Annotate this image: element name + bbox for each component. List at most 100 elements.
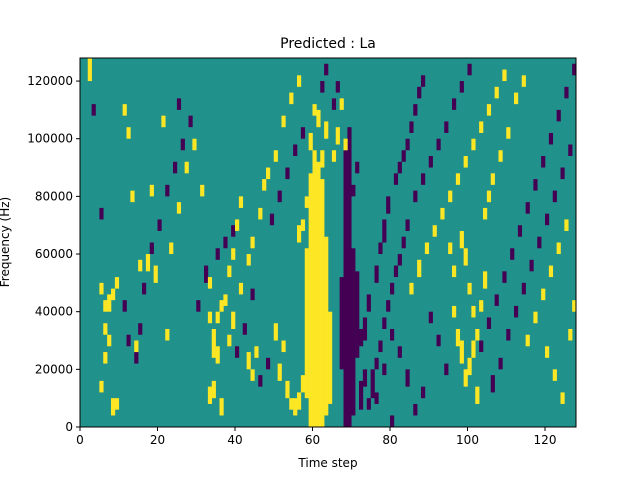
heatmap-cell-high xyxy=(475,386,480,404)
x-tick-label: 60 xyxy=(305,433,320,447)
heatmap-cell-high xyxy=(502,69,507,82)
heatmap-cell-low xyxy=(401,236,406,249)
heatmap-cell-low xyxy=(444,363,449,376)
heatmap-cell-low xyxy=(374,392,379,404)
heatmap-cell-low xyxy=(390,282,395,295)
heatmap-cell-high xyxy=(130,190,135,203)
heatmap-cell-low xyxy=(204,265,209,283)
heatmap-cell-high xyxy=(122,104,127,116)
heatmap-cell-high xyxy=(297,75,302,87)
heatmap-cell-high xyxy=(452,305,457,318)
heatmap-cell-high xyxy=(103,300,108,312)
heatmap-cell-low xyxy=(188,115,193,128)
heatmap-cell-low xyxy=(300,127,306,139)
heatmap-cell-high xyxy=(448,190,453,203)
heatmap-cell-low xyxy=(134,352,139,364)
heatmap-cell-high xyxy=(153,265,158,283)
heatmap-cell-low xyxy=(347,127,352,427)
heatmap-cell-high xyxy=(238,196,244,208)
heatmap-cell-high xyxy=(552,369,557,381)
y-axis-label: Frequency (Hz) xyxy=(0,197,12,288)
heatmap-cell-low xyxy=(421,386,426,399)
heatmap-cell-low xyxy=(335,81,340,93)
heatmap-cell-high xyxy=(486,190,492,203)
heatmap-cell-high xyxy=(87,58,92,82)
heatmap-cell-high xyxy=(335,127,340,145)
heatmap-cell-low xyxy=(242,323,247,335)
heatmap-cell-low xyxy=(397,346,402,358)
heatmap-cell-low xyxy=(479,340,484,353)
x-tick-label: 20 xyxy=(150,433,165,447)
heatmap-cell-low xyxy=(428,156,433,168)
heatmap-cell-high xyxy=(219,300,224,312)
heatmap-cell-low xyxy=(390,415,395,427)
x-tick-label: 120 xyxy=(534,433,557,447)
heatmap-cell-low xyxy=(393,173,399,185)
heatmap-cell-low xyxy=(560,167,565,180)
heatmap-cell-low xyxy=(525,202,530,214)
heatmap-cell-low xyxy=(351,184,356,197)
heatmap-cell-low xyxy=(378,340,383,353)
heatmap-cell-low xyxy=(355,271,360,358)
heatmap-cell-high xyxy=(111,398,116,416)
heatmap-cell-low xyxy=(494,294,499,306)
heatmap-cell-high xyxy=(471,305,476,318)
heatmap-cell-high xyxy=(304,196,309,208)
heatmap-cell-high xyxy=(514,92,519,105)
heatmap-cell-high xyxy=(103,352,108,364)
heatmap-cell-high xyxy=(541,288,546,301)
heatmap-cell-high xyxy=(273,150,278,162)
heatmap-cell-high xyxy=(231,311,236,329)
heatmap-cell-high xyxy=(316,109,321,128)
heatmap-cell-low xyxy=(502,271,507,283)
heatmap-cell-high xyxy=(215,346,220,364)
heatmap-cell-high xyxy=(432,225,437,237)
heatmap-cell-high xyxy=(320,179,325,427)
heatmap-cell-high xyxy=(300,375,306,393)
heatmap-cell-low xyxy=(382,317,387,329)
heatmap-cell-high xyxy=(498,150,503,162)
heatmap-cell-low xyxy=(157,219,162,231)
y-tick-label: 100000 xyxy=(27,132,73,146)
heatmap-cell-high xyxy=(467,357,472,376)
heatmap-cell-low xyxy=(231,225,236,237)
heatmap-cell-low xyxy=(541,156,546,168)
heatmap-cell-low xyxy=(382,363,387,376)
heatmap-cell-high xyxy=(277,363,282,381)
heatmap-cell-low xyxy=(397,254,402,266)
heatmap-cell-low xyxy=(91,104,96,116)
heatmap-cell-low xyxy=(324,63,329,76)
heatmap-cell-low xyxy=(258,375,263,387)
heatmap-cell-high xyxy=(343,138,348,151)
heatmap-cell-high xyxy=(114,398,120,410)
y-tick-label: 40000 xyxy=(35,305,73,319)
x-axis-label: Time step xyxy=(297,456,357,470)
heatmap-cell-high xyxy=(409,282,414,295)
heatmap-cell-low xyxy=(409,121,414,133)
x-tick-label: 80 xyxy=(382,433,397,447)
heatmap-cell-high xyxy=(440,207,445,220)
heatmap-cell-high xyxy=(285,380,290,399)
heatmap-cell-high xyxy=(211,380,216,399)
heatmap-cell-high xyxy=(293,398,298,416)
heatmap-cell-high xyxy=(111,288,116,301)
heatmap-cell-low xyxy=(444,121,449,133)
heatmap-cell-low xyxy=(374,265,379,283)
heatmap-cell-low xyxy=(331,98,337,110)
heatmap-cell-high xyxy=(494,86,499,99)
heatmap-cell-low xyxy=(370,369,375,399)
heatmap-cell-low xyxy=(545,213,550,226)
heatmap-cell-low xyxy=(452,98,457,110)
heatmap-cell-high xyxy=(312,150,317,427)
heatmap-cell-high xyxy=(463,369,468,387)
heatmap-cell-high xyxy=(134,340,139,353)
heatmap-cell-high xyxy=(126,127,131,139)
heatmap-cell-low xyxy=(556,109,561,122)
heatmap-cell-low xyxy=(459,81,464,93)
heatmap-cell-low xyxy=(149,242,154,255)
heatmap-cell-high xyxy=(107,294,112,312)
heatmap-cell-high xyxy=(273,323,278,341)
heatmap-cell-high xyxy=(99,282,104,295)
heatmap-cell-high xyxy=(324,121,329,139)
heatmap-cell-high xyxy=(289,92,294,105)
